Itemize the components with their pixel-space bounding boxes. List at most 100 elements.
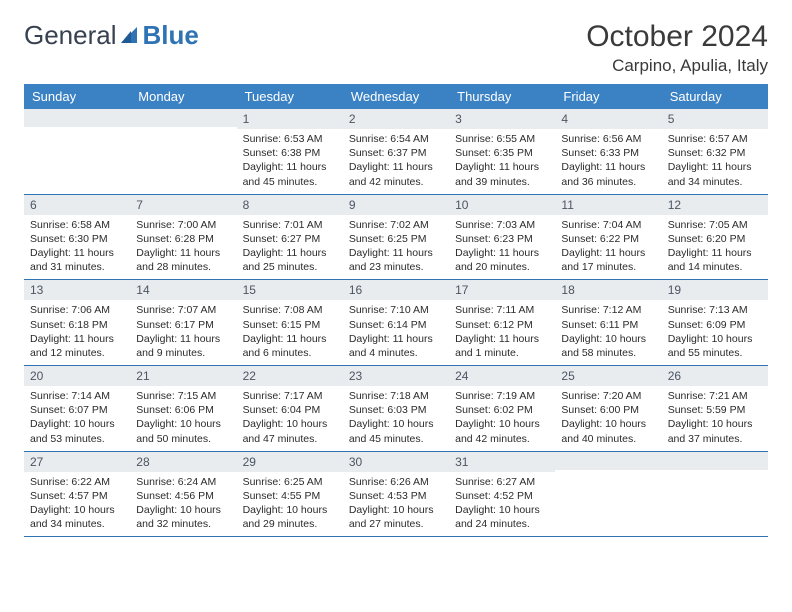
title-block: October 2024 Carpino, Apulia, Italy <box>586 20 768 76</box>
weekday-saturday: Saturday <box>662 84 768 109</box>
weeks-container: 1Sunrise: 6:53 AMSunset: 6:38 PMDaylight… <box>24 109 768 537</box>
month-title: October 2024 <box>586 20 768 54</box>
day-details: Sunrise: 7:15 AMSunset: 6:06 PMDaylight:… <box>130 386 236 451</box>
sunset-text: Sunset: 4:52 PM <box>455 489 549 503</box>
day-details: Sunrise: 7:02 AMSunset: 6:25 PMDaylight:… <box>343 215 449 280</box>
sunset-text: Sunset: 6:02 PM <box>455 403 549 417</box>
daylight-text: Daylight: 11 hours and 6 minutes. <box>243 332 337 360</box>
day-number: 15 <box>237 280 343 300</box>
day-cell: 10Sunrise: 7:03 AMSunset: 6:23 PMDayligh… <box>449 195 555 280</box>
sunset-text: Sunset: 6:17 PM <box>136 318 230 332</box>
day-cell: 31Sunrise: 6:27 AMSunset: 4:52 PMDayligh… <box>449 452 555 537</box>
daylight-text: Daylight: 10 hours and 50 minutes. <box>136 417 230 445</box>
sunrise-text: Sunrise: 6:24 AM <box>136 475 230 489</box>
day-details: Sunrise: 6:25 AMSunset: 4:55 PMDaylight:… <box>237 472 343 537</box>
day-cell: 13Sunrise: 7:06 AMSunset: 6:18 PMDayligh… <box>24 280 130 365</box>
day-cell: 9Sunrise: 7:02 AMSunset: 6:25 PMDaylight… <box>343 195 449 280</box>
day-number: 5 <box>662 109 768 129</box>
day-number: 6 <box>24 195 130 215</box>
day-details: Sunrise: 6:26 AMSunset: 4:53 PMDaylight:… <box>343 472 449 537</box>
sunrise-text: Sunrise: 7:21 AM <box>668 389 762 403</box>
day-details: Sunrise: 6:54 AMSunset: 6:37 PMDaylight:… <box>343 129 449 194</box>
daylight-text: Daylight: 11 hours and 39 minutes. <box>455 160 549 188</box>
day-number: 4 <box>555 109 661 129</box>
sunset-text: Sunset: 6:32 PM <box>668 146 762 160</box>
sunrise-text: Sunrise: 7:14 AM <box>30 389 124 403</box>
sunset-text: Sunset: 4:56 PM <box>136 489 230 503</box>
day-details: Sunrise: 7:07 AMSunset: 6:17 PMDaylight:… <box>130 300 236 365</box>
sunset-text: Sunset: 6:22 PM <box>561 232 655 246</box>
logo-text-1: General <box>24 20 117 51</box>
week-row: 1Sunrise: 6:53 AMSunset: 6:38 PMDaylight… <box>24 109 768 195</box>
daylight-text: Daylight: 11 hours and 1 minute. <box>455 332 549 360</box>
sunrise-text: Sunrise: 7:20 AM <box>561 389 655 403</box>
day-details: Sunrise: 6:58 AMSunset: 6:30 PMDaylight:… <box>24 215 130 280</box>
daylight-text: Daylight: 10 hours and 42 minutes. <box>455 417 549 445</box>
day-number: 3 <box>449 109 555 129</box>
day-details: Sunrise: 7:18 AMSunset: 6:03 PMDaylight:… <box>343 386 449 451</box>
day-cell: 11Sunrise: 7:04 AMSunset: 6:22 PMDayligh… <box>555 195 661 280</box>
location: Carpino, Apulia, Italy <box>586 56 768 76</box>
sunrise-text: Sunrise: 7:18 AM <box>349 389 443 403</box>
day-cell: 19Sunrise: 7:13 AMSunset: 6:09 PMDayligh… <box>662 280 768 365</box>
day-details: Sunrise: 7:08 AMSunset: 6:15 PMDaylight:… <box>237 300 343 365</box>
sunrise-text: Sunrise: 7:04 AM <box>561 218 655 232</box>
daylight-text: Daylight: 11 hours and 9 minutes. <box>136 332 230 360</box>
day-number: 17 <box>449 280 555 300</box>
sunrise-text: Sunrise: 6:25 AM <box>243 475 337 489</box>
day-number: 13 <box>24 280 130 300</box>
day-number <box>662 452 768 470</box>
sunset-text: Sunset: 5:59 PM <box>668 403 762 417</box>
day-cell <box>662 452 768 537</box>
sunrise-text: Sunrise: 6:22 AM <box>30 475 124 489</box>
sunset-text: Sunset: 6:11 PM <box>561 318 655 332</box>
day-number: 1 <box>237 109 343 129</box>
daylight-text: Daylight: 11 hours and 17 minutes. <box>561 246 655 274</box>
sunrise-text: Sunrise: 6:26 AM <box>349 475 443 489</box>
day-details <box>24 127 130 177</box>
sunset-text: Sunset: 4:55 PM <box>243 489 337 503</box>
day-details: Sunrise: 6:55 AMSunset: 6:35 PMDaylight:… <box>449 129 555 194</box>
day-cell: 22Sunrise: 7:17 AMSunset: 6:04 PMDayligh… <box>237 366 343 451</box>
day-details: Sunrise: 6:24 AMSunset: 4:56 PMDaylight:… <box>130 472 236 537</box>
sunrise-text: Sunrise: 6:27 AM <box>455 475 549 489</box>
sunrise-text: Sunrise: 7:12 AM <box>561 303 655 317</box>
daylight-text: Daylight: 11 hours and 25 minutes. <box>243 246 337 274</box>
sunrise-text: Sunrise: 6:54 AM <box>349 132 443 146</box>
day-cell: 23Sunrise: 7:18 AMSunset: 6:03 PMDayligh… <box>343 366 449 451</box>
day-cell: 3Sunrise: 6:55 AMSunset: 6:35 PMDaylight… <box>449 109 555 194</box>
sunset-text: Sunset: 4:57 PM <box>30 489 124 503</box>
daylight-text: Daylight: 10 hours and 32 minutes. <box>136 503 230 531</box>
weekday-sunday: Sunday <box>24 84 130 109</box>
daylight-text: Daylight: 11 hours and 45 minutes. <box>243 160 337 188</box>
sunset-text: Sunset: 6:23 PM <box>455 232 549 246</box>
day-cell: 27Sunrise: 6:22 AMSunset: 4:57 PMDayligh… <box>24 452 130 537</box>
sunrise-text: Sunrise: 7:07 AM <box>136 303 230 317</box>
day-number: 20 <box>24 366 130 386</box>
day-number: 9 <box>343 195 449 215</box>
daylight-text: Daylight: 10 hours and 47 minutes. <box>243 417 337 445</box>
day-cell: 16Sunrise: 7:10 AMSunset: 6:14 PMDayligh… <box>343 280 449 365</box>
day-details: Sunrise: 7:19 AMSunset: 6:02 PMDaylight:… <box>449 386 555 451</box>
day-cell: 30Sunrise: 6:26 AMSunset: 4:53 PMDayligh… <box>343 452 449 537</box>
day-details: Sunrise: 6:56 AMSunset: 6:33 PMDaylight:… <box>555 129 661 194</box>
daylight-text: Daylight: 10 hours and 45 minutes. <box>349 417 443 445</box>
day-cell: 18Sunrise: 7:12 AMSunset: 6:11 PMDayligh… <box>555 280 661 365</box>
day-details <box>130 127 236 177</box>
sunset-text: Sunset: 6:04 PM <box>243 403 337 417</box>
daylight-text: Daylight: 11 hours and 31 minutes. <box>30 246 124 274</box>
sunrise-text: Sunrise: 7:08 AM <box>243 303 337 317</box>
sunset-text: Sunset: 6:14 PM <box>349 318 443 332</box>
day-number: 26 <box>662 366 768 386</box>
day-details: Sunrise: 7:05 AMSunset: 6:20 PMDaylight:… <box>662 215 768 280</box>
day-cell: 14Sunrise: 7:07 AMSunset: 6:17 PMDayligh… <box>130 280 236 365</box>
day-number: 2 <box>343 109 449 129</box>
sunrise-text: Sunrise: 7:06 AM <box>30 303 124 317</box>
day-details: Sunrise: 6:53 AMSunset: 6:38 PMDaylight:… <box>237 129 343 194</box>
daylight-text: Daylight: 11 hours and 28 minutes. <box>136 246 230 274</box>
weekday-friday: Friday <box>555 84 661 109</box>
day-number <box>555 452 661 470</box>
sunset-text: Sunset: 4:53 PM <box>349 489 443 503</box>
sunset-text: Sunset: 6:15 PM <box>243 318 337 332</box>
day-number: 8 <box>237 195 343 215</box>
